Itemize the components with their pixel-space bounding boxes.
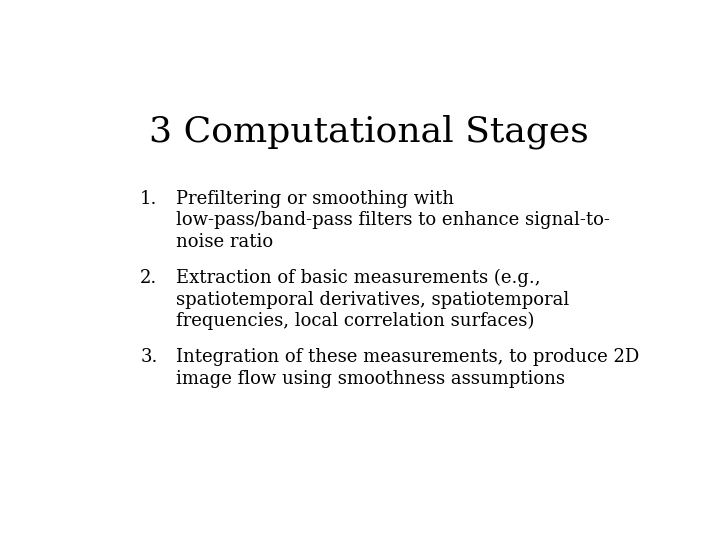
Text: frequencies, local correlation surfaces): frequencies, local correlation surfaces): [176, 312, 535, 330]
Text: Extraction of basic measurements (e.g.,: Extraction of basic measurements (e.g.,: [176, 269, 541, 287]
Text: low-pass/band-pass filters to enhance signal-to-: low-pass/band-pass filters to enhance si…: [176, 211, 611, 229]
Text: 2.: 2.: [140, 269, 158, 287]
Text: spatiotemporal derivatives, spatiotemporal: spatiotemporal derivatives, spatiotempor…: [176, 291, 570, 308]
Text: 3.: 3.: [140, 348, 158, 366]
Text: image flow using smoothness assumptions: image flow using smoothness assumptions: [176, 370, 565, 388]
Text: 3 Computational Stages: 3 Computational Stages: [149, 114, 589, 149]
Text: 1.: 1.: [140, 190, 158, 207]
Text: Integration of these measurements, to produce 2D: Integration of these measurements, to pr…: [176, 348, 640, 366]
Text: Prefiltering or smoothing with: Prefiltering or smoothing with: [176, 190, 454, 207]
Text: noise ratio: noise ratio: [176, 233, 274, 251]
